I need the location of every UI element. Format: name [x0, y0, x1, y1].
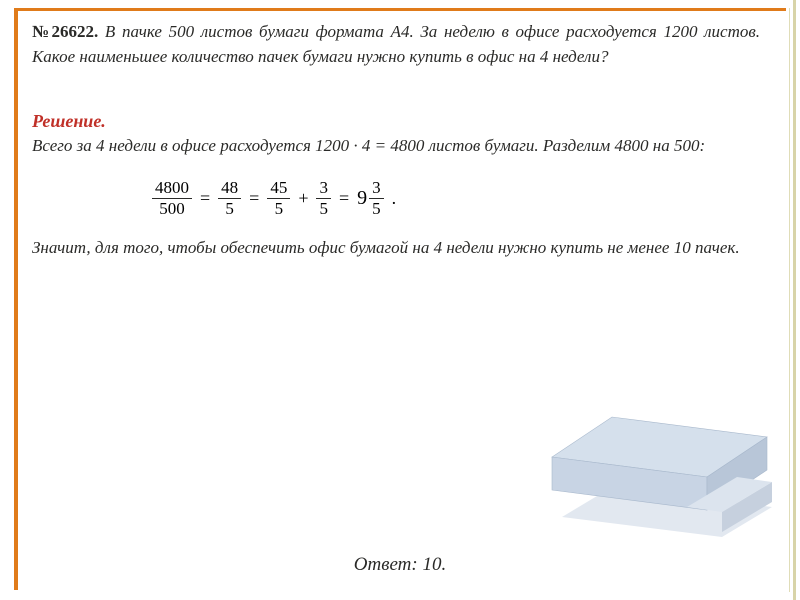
paper-ream-illustration	[522, 382, 782, 542]
mixed-number: 9 3 5	[357, 179, 384, 218]
accent-right-bar-inner	[789, 8, 790, 592]
equation-period: .	[392, 188, 397, 209]
slide: №26622. В пачке 500 листов бумаги формат…	[0, 0, 800, 600]
solution-line-1: Всего за 4 недели в офисе расходуется 12…	[32, 134, 760, 159]
fraction-2: 48 5	[218, 179, 241, 218]
fraction-1: 4800 500	[152, 179, 192, 218]
problem-number: №26622.	[32, 22, 98, 41]
answer: Ответ: 10.	[0, 554, 800, 576]
accent-top-bar	[14, 8, 786, 11]
accent-left-bar	[14, 10, 18, 590]
equals-1: =	[200, 188, 210, 209]
accent-right-bar	[793, 0, 796, 600]
solution-title: Решение.	[32, 111, 760, 132]
equals-2: =	[249, 188, 259, 209]
fraction-4: 3 5	[316, 179, 331, 218]
problem-body: В пачке 500 листов бумаги формата А4. За…	[32, 22, 760, 66]
equals-3: =	[339, 188, 349, 209]
plus: +	[298, 188, 308, 209]
problem-text: №26622. В пачке 500 листов бумаги формат…	[32, 20, 760, 69]
solution-line-2: Значит, для того, чтобы обеспечить офис …	[32, 236, 760, 261]
equation: 4800 500 = 48 5 = 45 5 + 3 5 =	[152, 177, 760, 218]
fraction-3: 45 5	[267, 179, 290, 218]
